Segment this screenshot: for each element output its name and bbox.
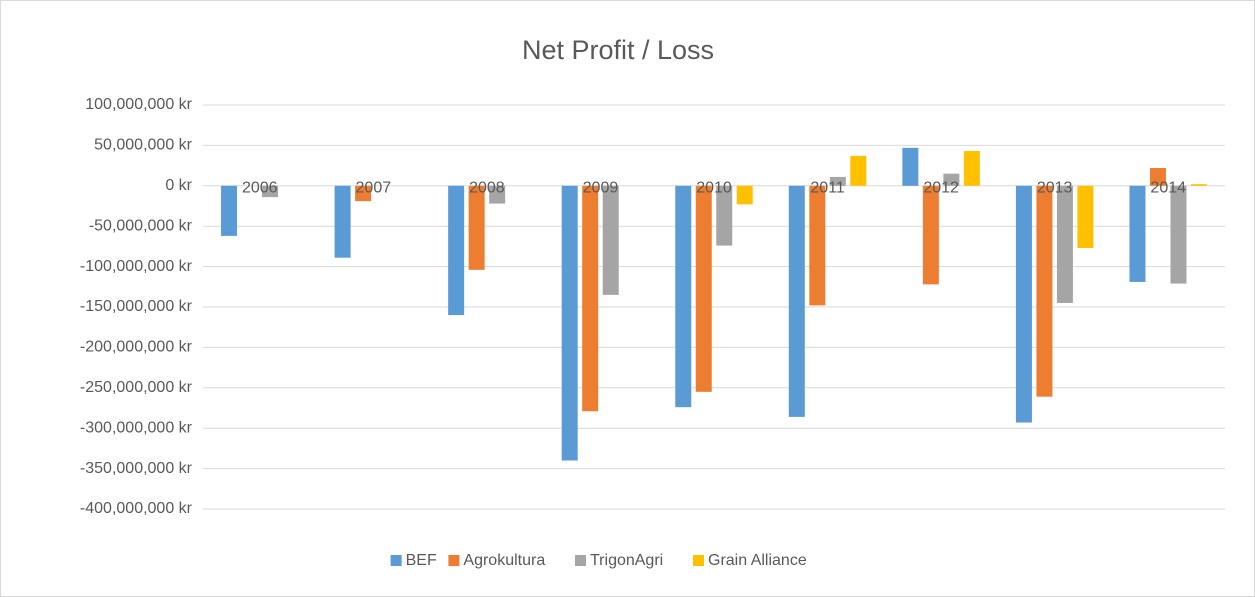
bar <box>788 185 805 417</box>
x-tick-label: 2009 <box>583 180 619 197</box>
x-tick-label: 2008 <box>469 180 505 197</box>
bar <box>850 155 867 186</box>
legend-swatch <box>390 555 402 566</box>
bar <box>221 185 238 236</box>
y-tick-label: -150,000,000 kr <box>80 298 193 315</box>
legend-label: BEF <box>406 552 437 569</box>
bar <box>1190 184 1207 186</box>
bar <box>334 185 351 258</box>
bar <box>1036 185 1053 397</box>
bar <box>829 176 846 186</box>
x-tick-label: 2012 <box>923 180 959 197</box>
x-tick-label: 2011 <box>810 180 845 197</box>
y-tick-label: -400,000,000 kr <box>80 500 193 517</box>
bar <box>355 185 372 202</box>
legend-label: Agrokultura <box>463 552 545 569</box>
x-tick-label: 2010 <box>696 180 732 197</box>
bar <box>922 185 939 285</box>
y-tick-label: -50,000,000 kr <box>89 217 193 234</box>
legend-swatch <box>693 555 704 566</box>
y-tick-label: -200,000,000 kr <box>80 339 193 356</box>
bar <box>963 151 980 186</box>
bar <box>468 185 485 270</box>
bar <box>809 185 826 306</box>
x-tick-label: 2007 <box>356 180 392 197</box>
bar <box>1056 185 1073 303</box>
bar <box>489 185 506 204</box>
x-tick-label: 2006 <box>242 180 278 197</box>
bar <box>1129 185 1146 282</box>
bar <box>1149 168 1166 186</box>
bar <box>262 185 279 198</box>
legend-label: TrigonAgri <box>590 552 663 569</box>
bar <box>1170 185 1187 284</box>
bar <box>1077 185 1094 249</box>
x-tick-label: 2013 <box>1037 180 1073 197</box>
y-tick-label: -350,000,000 kr <box>80 460 193 477</box>
bar <box>1015 185 1032 423</box>
y-tick-label: -100,000,000 kr <box>80 258 193 275</box>
legend-swatch <box>448 555 460 566</box>
bar <box>582 185 599 412</box>
y-tick-label: 50,000,000 kr <box>94 137 193 154</box>
legend-swatch <box>575 555 586 566</box>
bar <box>943 173 960 186</box>
bar <box>716 185 733 246</box>
bar <box>561 185 578 461</box>
bar <box>695 185 712 392</box>
y-tick-label: -300,000,000 kr <box>80 419 193 436</box>
bar <box>675 185 692 408</box>
bar <box>902 147 919 186</box>
bar <box>602 185 619 295</box>
bar <box>448 185 465 316</box>
bar <box>736 185 753 205</box>
legend-label: Grain Alliance <box>708 552 807 569</box>
chart-title: Net Profit / Loss <box>522 35 714 65</box>
x-tick-label: 2014 <box>1150 180 1186 197</box>
y-tick-label: 100,000,000 kr <box>85 96 192 113</box>
y-tick-label: 0 kr <box>165 177 192 194</box>
y-tick-label: -250,000,000 kr <box>80 379 193 396</box>
